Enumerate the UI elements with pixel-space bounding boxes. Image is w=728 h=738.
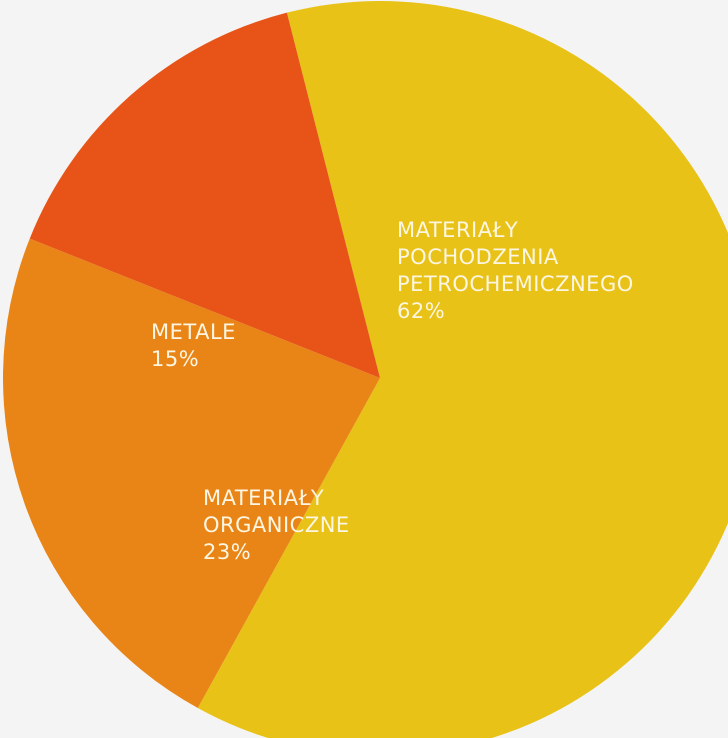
slice-label-3: METALE 15% [151,320,236,371]
pie-slice-1 [197,1,728,738]
slice-category-label: MATERIAŁY [203,486,324,510]
slice-category-label: MATERIAŁY [397,218,518,242]
slice-value-label: 23% [203,540,251,564]
slice-label-1: MATERIAŁY POCHODZENIA PETROCHEMICZNEGO 62% [397,218,634,323]
slice-value-label: 15% [151,347,199,371]
slice-value-label: 62% [397,299,445,323]
slice-category-label: PETROCHEMICZNEGO [397,272,634,296]
pie-slice-3 [29,12,380,379]
pie-slice-2 [3,238,381,709]
slice-category-label: METALE [151,320,236,344]
slice-category-label: ORGANICZNE [203,513,350,537]
slice-category-label: POCHODZENIA [397,245,559,269]
slice-label-2: MATERIAŁY ORGANICZNE 23% [203,486,350,564]
